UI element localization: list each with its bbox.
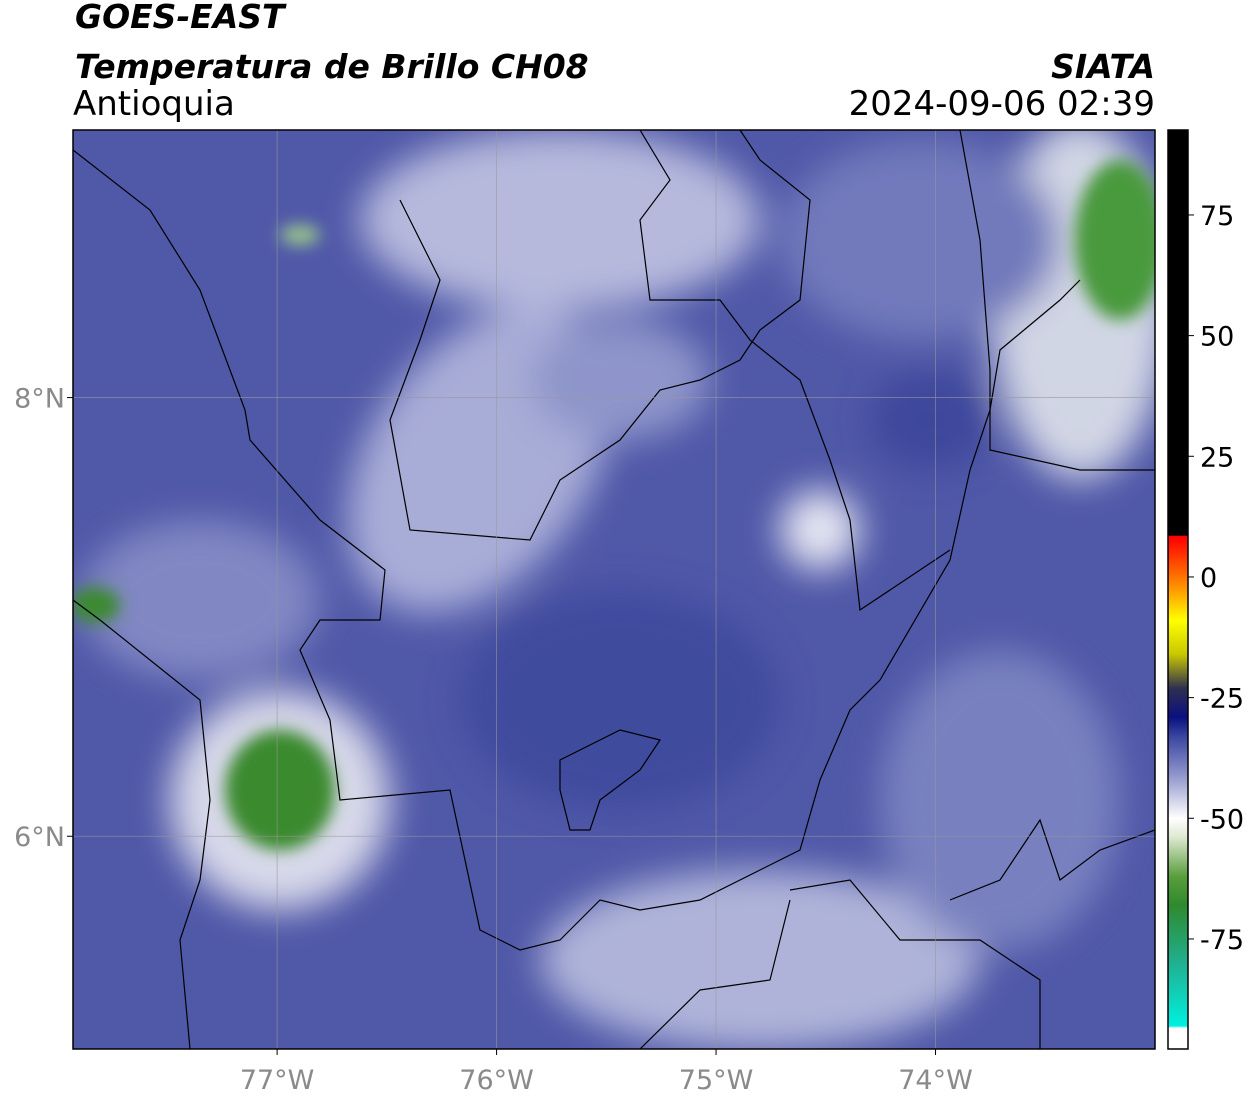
datetime: 2024-09-06 02:39 — [849, 84, 1155, 124]
x-tick-label: 77°W — [240, 1065, 315, 1096]
title: GOES-EAST — [75, 0, 287, 36]
colorbar-tick-label: 75 — [1200, 201, 1234, 232]
y-tick-label: 8°N — [14, 384, 65, 415]
subtitle: Temperatura de Brillo CH08 — [75, 47, 589, 86]
colorbar-tick-label: 50 — [1200, 322, 1234, 353]
satellite-image — [73, 130, 1155, 1049]
colorbar-tick-label: 25 — [1200, 442, 1234, 473]
y-tick-label: 6°N — [14, 822, 65, 853]
x-tick-label: 74°W — [898, 1065, 973, 1096]
colorbar-tick-label: 0 — [1200, 563, 1217, 594]
source: SIATA — [1051, 47, 1155, 86]
colorbar-tick-label: -50 — [1200, 804, 1244, 835]
colorbar-tick-label: -75 — [1200, 925, 1244, 956]
colorbar — [1167, 129, 1189, 1050]
grid — [73, 130, 1155, 1049]
borders — [73, 130, 1155, 1049]
map-frame — [72, 129, 1156, 1050]
region: Antioquia — [73, 84, 235, 124]
x-tick-label: 75°W — [679, 1065, 754, 1096]
x-tick-label: 76°W — [459, 1065, 534, 1096]
colorbar-tick-label: -25 — [1200, 684, 1244, 715]
